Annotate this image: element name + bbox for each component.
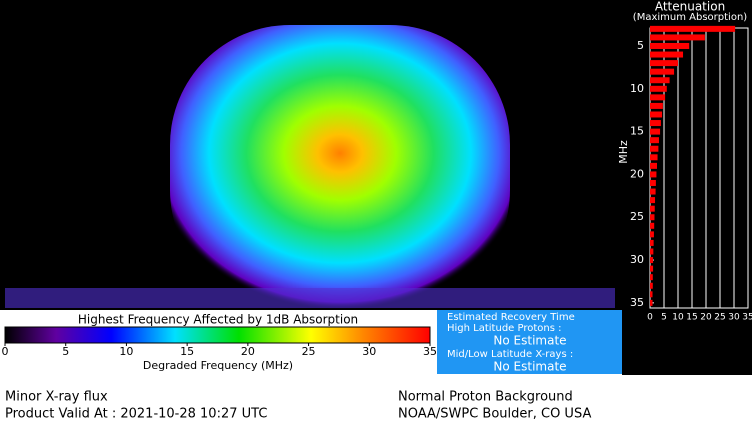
bar <box>650 257 654 264</box>
footer-text: Normal Proton Background <box>398 390 573 405</box>
bar <box>650 94 666 101</box>
y-tick-label: 10 <box>630 82 644 95</box>
colorbar-tick-label: 15 <box>180 345 194 358</box>
colorbar-label: Degraded Frequency (MHz) <box>143 359 293 372</box>
bar <box>650 248 654 255</box>
footer-text: Product Valid At : 2021-10-28 10:27 UTC <box>5 407 267 422</box>
chart-footer-bg <box>622 310 752 375</box>
y-tick-label: 30 <box>630 253 644 266</box>
bar <box>650 265 654 272</box>
bar <box>650 34 705 41</box>
bar <box>650 197 656 204</box>
bar <box>650 205 655 212</box>
bar <box>650 68 675 75</box>
y-tick-label: 15 <box>630 125 644 138</box>
map <box>5 25 615 310</box>
bar <box>650 102 663 109</box>
x-tick-label: 25 <box>714 313 725 323</box>
bar <box>650 60 678 67</box>
bar <box>650 231 654 238</box>
bar <box>650 137 659 144</box>
bar <box>650 282 653 289</box>
colorbar-tick-label: 30 <box>362 345 376 358</box>
bar <box>650 111 663 118</box>
colorbar <box>4 326 431 344</box>
x-tick-label: 20 <box>700 313 712 323</box>
footer-text: Minor X-ray flux <box>5 390 108 405</box>
recovery-label: Mid/Low Latitude X-rays : <box>447 349 573 360</box>
bar <box>650 120 661 127</box>
x-tick-label: 15 <box>686 313 697 323</box>
bar <box>650 214 655 221</box>
bar <box>650 154 658 161</box>
recovery-label: High Latitude Protons : <box>447 323 562 334</box>
y-tick-label: 20 <box>630 167 644 180</box>
bar <box>650 188 656 195</box>
colorbar-tick-label: 5 <box>62 345 69 358</box>
absorption-region <box>170 25 510 310</box>
bar <box>650 77 670 84</box>
bar <box>650 171 657 178</box>
chart-subtitle: (Maximum Absorption) <box>633 12 747 23</box>
y-tick-label: 25 <box>630 210 644 223</box>
recovery-value: No Estimate <box>493 360 566 374</box>
bar <box>650 222 655 229</box>
bar <box>650 25 736 32</box>
bar <box>650 51 684 58</box>
polar-absorption <box>5 288 615 308</box>
recovery-title: Estimated Recovery Time <box>447 312 575 323</box>
colorbar-tick-label: 25 <box>302 345 316 358</box>
x-tick-label: 35 <box>742 313 752 323</box>
y-tick-label: 5 <box>637 39 644 52</box>
bar <box>650 239 654 246</box>
bar <box>650 291 653 298</box>
bar <box>650 145 659 152</box>
bar <box>650 162 657 169</box>
x-tick-label: 0 <box>647 313 653 323</box>
bar <box>650 179 656 186</box>
bar <box>650 299 653 306</box>
bar <box>650 85 667 92</box>
x-tick-label: 30 <box>728 313 740 323</box>
bar <box>650 274 653 281</box>
recovery-value: No Estimate <box>493 334 566 348</box>
y-axis-label: MHz <box>617 140 630 164</box>
x-tick-label: 5 <box>661 313 667 323</box>
colorbar-tick-label: 0 <box>2 345 9 358</box>
bar <box>650 42 690 49</box>
bar <box>650 128 661 135</box>
recovery-box <box>437 310 622 374</box>
colorbar-title: Highest Frequency Affected by 1dB Absorp… <box>78 313 358 327</box>
colorbar-tick-label: 20 <box>241 345 255 358</box>
colorbar-tick-label: 35 <box>423 345 437 358</box>
x-tick-label: 10 <box>672 313 684 323</box>
colorbar-tick-label: 10 <box>119 345 133 358</box>
footer-text: NOAA/SWPC Boulder, CO USA <box>398 407 591 422</box>
chart-title: Attenuation <box>655 0 725 14</box>
y-tick-label: 35 <box>630 296 644 309</box>
